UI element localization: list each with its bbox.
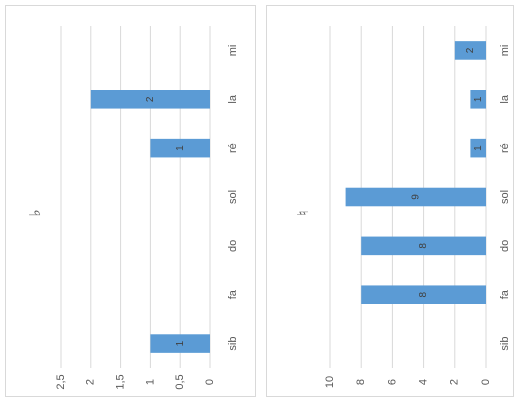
flat-data-label: 2 (145, 96, 156, 102)
natural-bar-fa (361, 285, 486, 304)
flat-tick-label: 0 (204, 379, 216, 385)
chart-flat: 0 0,5 1 1,5 2 2,5 1 sib fa do sol 1 ré 2 la mi ♭ (5, 5, 256, 397)
natural-category-label: sol (499, 190, 511, 204)
natural-data-label: 1 (473, 145, 484, 151)
flat-tick-label: 0,5 (174, 374, 186, 389)
natural-data-label: 2 (465, 47, 476, 53)
chart-flat-svg: 0 0,5 1 1,5 2 2,5 1 sib fa do sol 1 ré 2 la mi ♭ (26, 26, 239, 390)
natural-data-label: 1 (473, 96, 484, 102)
natural-bar-la (470, 90, 486, 109)
flat-tick-label: 2,5 (55, 374, 67, 389)
natural-category-label: mi (499, 45, 511, 57)
flat-category-label: mi (227, 45, 239, 57)
flat-data-label: 1 (175, 145, 186, 151)
flat-data-label: 1 (175, 340, 186, 346)
flat-category-label: sib (227, 337, 239, 351)
natural-data-label: 8 (418, 291, 429, 297)
flat-tick-label: 2 (85, 379, 97, 385)
natural-data-label: 9 (410, 194, 421, 200)
flat-category-label: do (227, 240, 239, 252)
natural-bar-sol (345, 187, 486, 207)
natural-category-label: sib (499, 337, 511, 351)
flat-category-label: ré (227, 143, 239, 153)
natural-tick-label: 10 (324, 376, 336, 388)
natural-bar-ré (470, 138, 486, 158)
flat-category-label: fa (227, 289, 239, 299)
flat-category-label: sol (227, 190, 239, 204)
natural-tick-label: 6 (386, 379, 398, 385)
natural-category-label: do (499, 240, 511, 252)
natural-tick-label: 8 (355, 379, 367, 385)
natural-bar-do (361, 236, 486, 256)
flat-category-label: la (227, 94, 239, 103)
natural-data-label: 8 (418, 243, 429, 249)
chart-natural-svg: 0 2 4 6 8 10 sib 8 fa 8 do 9 sol 1 ré 1 la 2 mi ♮ (294, 26, 511, 388)
natural-category-label: la (499, 94, 511, 103)
natural-tick-label: 0 (480, 379, 492, 385)
natural-category-label: fa (499, 289, 511, 299)
natural-bar-mi (454, 41, 486, 60)
natural-tick-label: 2 (449, 379, 461, 385)
natural-category-label: ré (499, 143, 511, 153)
flat-tick-label: 1 (144, 379, 156, 385)
natural-tick-label: 4 (418, 379, 430, 385)
flat-bar-la (90, 90, 210, 109)
flat-bar-sib (150, 334, 210, 353)
flat-tick-label: 1,5 (115, 374, 127, 389)
flat-title: ♭ (26, 209, 44, 216)
flat-bar-ré (150, 138, 210, 158)
natural-title: ♮ (294, 210, 312, 215)
chart-natural: 0 2 4 6 8 10 sib 8 fa 8 do 9 sol 1 ré 1 la 2 mi ♮ (266, 5, 514, 397)
